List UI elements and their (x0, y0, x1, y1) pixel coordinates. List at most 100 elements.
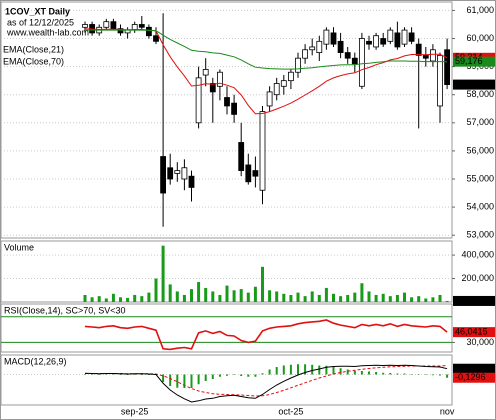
histogram-bar (204, 374, 207, 381)
volume-bar (332, 293, 335, 302)
histogram-bar (368, 371, 370, 375)
volume-bar (246, 292, 250, 302)
macd-line (84, 364, 448, 403)
y-tick-label: 400,000 (461, 249, 494, 259)
chart-subtitle: as of 12/12/2025 (7, 17, 74, 27)
candle-body (238, 142, 245, 171)
volume-bar (197, 282, 201, 302)
last-value-label: -0,1296 (455, 372, 486, 382)
y-tick-label: 58,000 (466, 89, 494, 99)
candle-body (387, 29, 394, 42)
candle-body (429, 49, 436, 62)
candle-body (415, 43, 422, 56)
candle-body (216, 71, 223, 87)
candle-body (103, 21, 110, 28)
volume-bar (282, 293, 286, 302)
panel (0, 303, 453, 353)
volume-bar (154, 278, 158, 302)
volume-bar (119, 297, 122, 302)
histogram-bar (268, 369, 271, 375)
volume-bar (417, 296, 421, 302)
volume-bar (190, 289, 193, 302)
candle-body (259, 111, 266, 191)
candle-body (209, 83, 216, 93)
candle-body (174, 170, 181, 174)
last-value-box (453, 327, 495, 338)
histogram-bar (297, 364, 299, 375)
histogram-bar (119, 374, 122, 375)
volume-bar (374, 294, 378, 302)
histogram-bar (346, 369, 349, 375)
x-tick-label: nov (440, 406, 455, 416)
volume-bar (204, 287, 208, 302)
candle-body (408, 32, 415, 42)
histogram-bar (211, 374, 214, 379)
volume-bar (218, 294, 222, 302)
volume-bar (225, 285, 229, 302)
volume-bar (367, 291, 371, 302)
last-value-label: 58,360 (455, 79, 483, 89)
y-tick-label: 57,000 (466, 117, 494, 127)
histogram-bar (304, 364, 307, 375)
volume-bar (296, 292, 300, 302)
last-value-box (453, 372, 495, 383)
volume-bar (445, 300, 449, 302)
volume-bar (211, 291, 215, 302)
histogram-bar (318, 365, 321, 375)
legend-entry: EMA(Close,70) (3, 56, 64, 66)
candle-body (160, 156, 167, 194)
volume-bar (324, 287, 328, 302)
volume-bar (403, 292, 406, 302)
histogram-bar (311, 364, 314, 375)
volume-bar (275, 291, 279, 302)
histogram-bar (233, 374, 236, 375)
candle-body (394, 32, 401, 48)
candle-body (358, 38, 365, 87)
legend-entry: EMA(Close,21) (3, 44, 64, 54)
volume-bar (83, 294, 87, 302)
histogram-bar (325, 365, 328, 375)
y-tick-label: 54,000 (466, 201, 494, 211)
volume-bar (97, 296, 101, 302)
candle-body (302, 49, 309, 59)
histogram-bar (375, 372, 378, 375)
panel-title: Volume (4, 242, 34, 252)
volume-bar (360, 283, 364, 302)
histogram-bar (169, 374, 172, 386)
volume-bar (182, 294, 186, 302)
candle-body (366, 40, 372, 45)
last-value-label: 0,2304 (455, 363, 483, 373)
y-tick-label: 30,000 (466, 337, 494, 347)
candle-body (437, 54, 443, 107)
panel (0, 1, 453, 239)
candle-body (351, 57, 358, 65)
histogram-bar (140, 374, 143, 375)
panel (0, 354, 453, 406)
x-tick-label: sep-25 (121, 406, 149, 416)
volume-bar (310, 291, 314, 302)
candle-body (380, 38, 387, 45)
volume-bar (90, 297, 94, 302)
volume-bar (168, 284, 172, 302)
y-tick-label: 53,000 (466, 230, 494, 240)
last-value-box (453, 363, 495, 374)
volume-bar (303, 296, 307, 302)
volume-bar (317, 294, 321, 302)
volume-bar (431, 297, 435, 302)
chart-title: 1COV_XT Daily (5, 6, 70, 16)
volume-bar (438, 294, 442, 302)
candle-body (231, 102, 238, 115)
volume-bar (289, 294, 293, 302)
candle-body (273, 83, 280, 96)
y-tick-label: 200,000 (461, 273, 494, 283)
last-value-label: 8,972 (455, 295, 478, 305)
volume-bar (175, 291, 179, 302)
candle-body (422, 54, 429, 59)
annotation: www.wealth-lab.com (6, 27, 89, 37)
histogram-bar (339, 368, 342, 375)
candle-body (323, 29, 330, 45)
volume-bar (140, 296, 144, 302)
histogram-bar (162, 374, 165, 382)
y-tick-label: 56,000 (466, 145, 494, 155)
